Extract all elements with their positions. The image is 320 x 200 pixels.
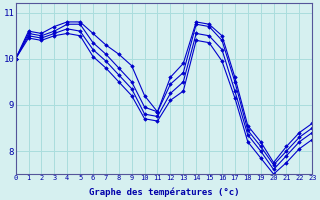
X-axis label: Graphe des températures (°c): Graphe des températures (°c) (89, 187, 239, 197)
